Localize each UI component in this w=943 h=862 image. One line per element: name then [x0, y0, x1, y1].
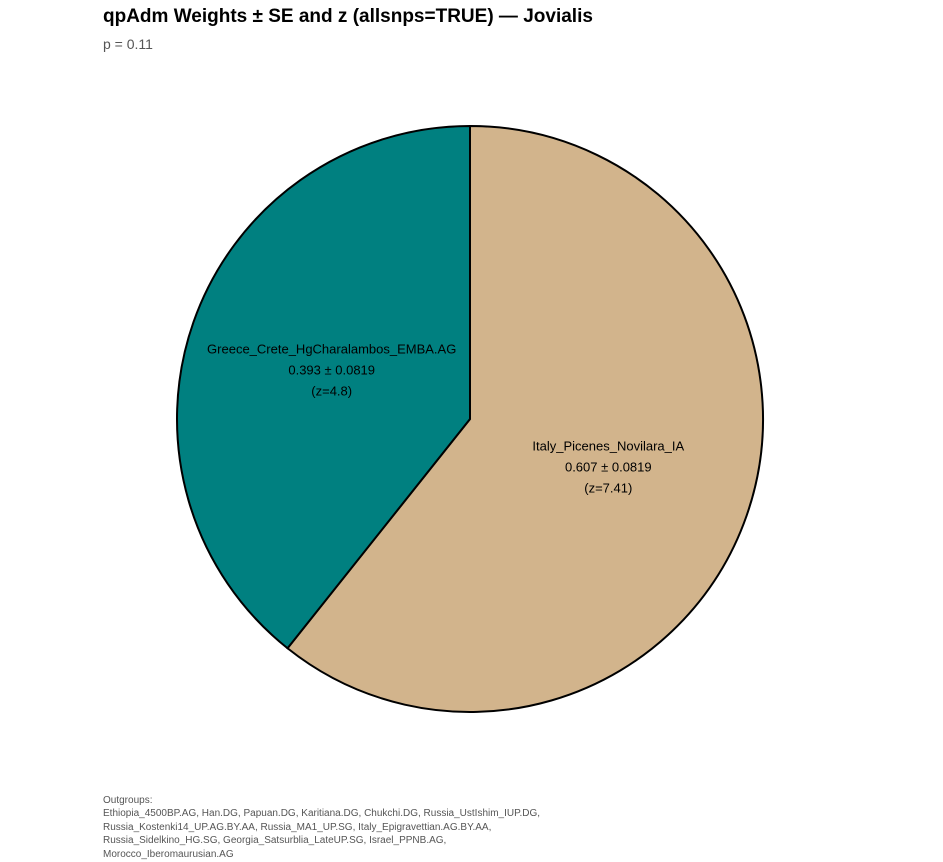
- outgroups-line: Ethiopia_4500BP.AG, Han.DG, Papuan.DG, K…: [103, 808, 541, 820]
- slice-value-label: 0.393 ± 0.0819: [288, 363, 375, 378]
- pie-slice-1: [286, 124, 764, 713]
- slice-z-label: (z=7.41): [584, 480, 632, 495]
- outgroups-heading: Outgroups:: [103, 795, 153, 806]
- slice-z-label: (z=4.8): [311, 384, 352, 399]
- chart-title: qpAdm Weights ± SE and z (allsnps=TRUE) …: [103, 6, 593, 27]
- outgroups-line: Morocco_Iberomaurusian.AG: [103, 848, 234, 860]
- pie-slice-2: [176, 124, 471, 650]
- chart-subtitle: p = 0.11: [103, 36, 153, 52]
- outgroups-line: Russia_Kostenki14_UP.AG.BY.AA, Russia_MA…: [103, 821, 492, 833]
- slice-value-label: 0.607 ± 0.0819: [565, 459, 652, 474]
- slice-name-label: Italy_Picenes_Novilara_IA: [532, 438, 684, 453]
- slice-name-label: Greece_Crete_HgCharalambos_EMBA.AG: [207, 342, 456, 357]
- outgroups-caption: Outgroups: Ethiopia_4500BP.AG, Han.DG, P…: [103, 794, 540, 861]
- outgroups-line: Russia_Sidelkino_HG.SG, Georgia_Satsurbl…: [103, 835, 447, 847]
